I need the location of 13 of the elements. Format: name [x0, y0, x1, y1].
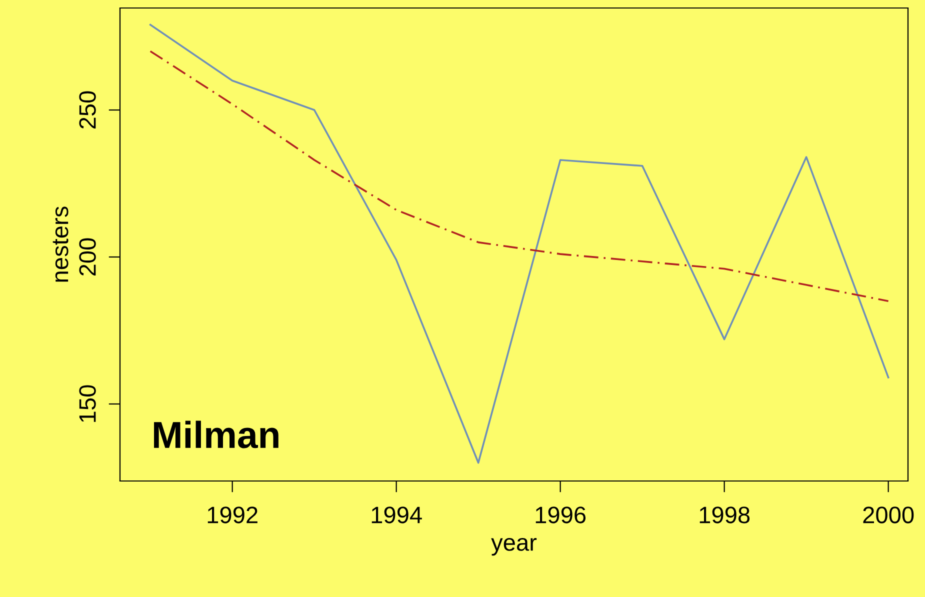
y-tick-label: 200	[79, 238, 96, 276]
x-tick-label: 1992	[208, 506, 258, 524]
x-axis-title: year	[491, 538, 537, 556]
x-tick-label: 1994	[372, 506, 422, 524]
y-axis-title: nesters	[52, 206, 68, 282]
line-series	[149, 24, 890, 464]
line-series	[149, 50, 890, 302]
annotation: Milman	[154, 420, 278, 448]
x-tick-label: 1996	[536, 506, 586, 524]
x-tick-label: 1998	[700, 506, 750, 524]
y-tick-label: 250	[79, 91, 96, 129]
y-tick-label: 150	[79, 385, 96, 422]
x-tick-label: 2000	[863, 506, 914, 524]
